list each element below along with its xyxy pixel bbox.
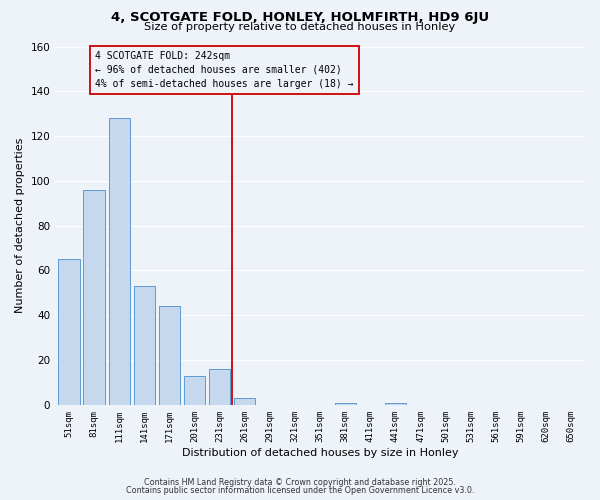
Y-axis label: Number of detached properties: Number of detached properties bbox=[15, 138, 25, 314]
Text: Size of property relative to detached houses in Honley: Size of property relative to detached ho… bbox=[145, 22, 455, 32]
Bar bbox=[58, 260, 80, 405]
Text: Contains HM Land Registry data © Crown copyright and database right 2025.: Contains HM Land Registry data © Crown c… bbox=[144, 478, 456, 487]
Bar bbox=[134, 286, 155, 405]
Bar bbox=[184, 376, 205, 405]
Bar bbox=[159, 306, 180, 405]
Text: 4 SCOTGATE FOLD: 242sqm
← 96% of detached houses are smaller (402)
4% of semi-de: 4 SCOTGATE FOLD: 242sqm ← 96% of detache… bbox=[95, 51, 354, 89]
Bar bbox=[209, 369, 230, 405]
Bar bbox=[234, 398, 256, 405]
Bar bbox=[83, 190, 105, 405]
Text: Contains public sector information licensed under the Open Government Licence v3: Contains public sector information licen… bbox=[126, 486, 474, 495]
X-axis label: Distribution of detached houses by size in Honley: Distribution of detached houses by size … bbox=[182, 448, 458, 458]
Bar bbox=[335, 402, 356, 405]
Text: 4, SCOTGATE FOLD, HONLEY, HOLMFIRTH, HD9 6JU: 4, SCOTGATE FOLD, HONLEY, HOLMFIRTH, HD9… bbox=[111, 11, 489, 24]
Bar bbox=[109, 118, 130, 405]
Bar bbox=[385, 402, 406, 405]
